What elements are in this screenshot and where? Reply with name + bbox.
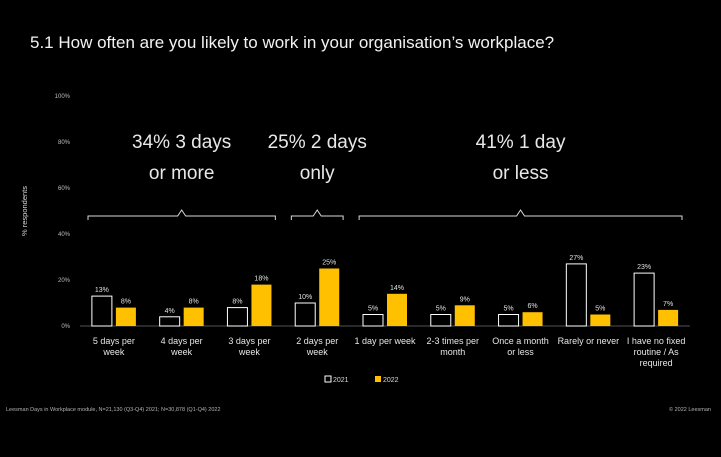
legend-label-2021: 2021: [333, 377, 349, 384]
legend-label-2022: 2022: [383, 377, 399, 384]
data-label-2022: 25%: [322, 260, 336, 267]
group-brace: [87, 209, 276, 220]
group-annotation-label: 25% 2 days: [268, 132, 367, 153]
bar-2021: [362, 314, 384, 327]
category-label: 3 days per week: [228, 336, 270, 357]
bar-2022: [387, 293, 407, 326]
annotation-layer: 34% 3 days or more 25% 2 days only 41% 1 day…: [87, 132, 683, 220]
category-label: I have no fixed routine / As required: [627, 336, 686, 368]
category-label: 2-3 times per month: [427, 336, 480, 357]
category-label: 4 days per week: [161, 336, 203, 357]
y-tick-label: 60%: [58, 186, 71, 192]
bar-2022: [590, 314, 611, 326]
category-label: Once a month or less: [492, 336, 549, 357]
axis-layer: 0% 20% 40% 60% 80% 100% % respondents: [20, 94, 690, 330]
data-label-2021: 5%: [503, 306, 513, 313]
data-label-2022: 14%: [390, 285, 404, 292]
bar-2021: [430, 314, 452, 327]
copyright: © 2022 Leesman: [669, 407, 711, 413]
legend-swatch-2021: [324, 375, 332, 383]
source-note: Leesman Days in Workplace module, N=21,1…: [6, 407, 221, 413]
data-label-2022: 6%: [527, 303, 537, 310]
y-tick-label: 0%: [61, 324, 70, 330]
y-tick-label: 20%: [58, 278, 71, 284]
data-label-2021: 4%: [165, 308, 175, 315]
group-annotation-label: 34% 3 days: [132, 132, 231, 153]
data-label-2021: 23%: [637, 264, 651, 271]
bar-2021: [159, 316, 181, 327]
bar-2022: [658, 309, 679, 326]
category-label-layer: 5 days per week 4 days per week 3 days per we…: [93, 336, 686, 368]
data-label-2021: 13%: [95, 287, 109, 294]
group-brace: [358, 209, 683, 220]
y-tick-label: 100%: [55, 94, 71, 100]
category-label: 5 days per week: [93, 336, 135, 357]
bar-2021: [633, 272, 655, 327]
category-label: 2 days per week: [296, 336, 338, 357]
bar-2021: [226, 307, 248, 327]
bar-2021: [498, 314, 520, 327]
bar-2022: [251, 284, 272, 326]
bar-layer: 13% 8% 4% 8% 8% 18% 10% 25% 5% 14% 5% 9% 5% 6% 27% 5% 23…: [91, 255, 679, 327]
bar-2022: [115, 307, 136, 326]
group-annotation-label: or more: [149, 163, 214, 184]
data-label-2021: 10%: [298, 294, 312, 301]
y-axis-label: % respondents: [20, 186, 29, 236]
group-annotation-label: only: [300, 163, 335, 184]
y-tick-label: 80%: [58, 140, 71, 146]
data-label-2022: 9%: [460, 296, 470, 303]
data-label-2021: 8%: [232, 299, 242, 306]
bar-2021: [294, 302, 316, 327]
data-label-2021: 5%: [368, 306, 378, 313]
bar-2022: [454, 305, 475, 326]
bar-2022: [183, 307, 204, 326]
group-annotation-label: 41% 1 day: [476, 132, 566, 153]
category-label: 1 day per week: [354, 336, 416, 346]
data-label-2022: 7%: [663, 301, 673, 308]
legend-swatch-2022: [375, 376, 381, 382]
bar-2022: [319, 268, 340, 326]
group-brace: [290, 209, 344, 220]
data-label-2022: 8%: [189, 299, 199, 306]
bar-2022: [522, 312, 543, 326]
data-label-2021: 5%: [436, 306, 446, 313]
legend: 2021 2022: [324, 375, 399, 384]
data-label-2022: 8%: [121, 299, 131, 306]
bar-2021: [91, 295, 113, 327]
data-label-2022: 18%: [254, 276, 268, 283]
data-label-2022: 5%: [595, 306, 605, 313]
data-label-2021: 27%: [569, 255, 583, 262]
group-annotation-label: or less: [493, 163, 549, 184]
category-label: Rarely or never: [558, 336, 620, 346]
chart-title: 5.1 How often are you likely to work in …: [30, 33, 555, 52]
y-tick-label: 40%: [58, 232, 71, 238]
bar-2021: [565, 263, 587, 327]
